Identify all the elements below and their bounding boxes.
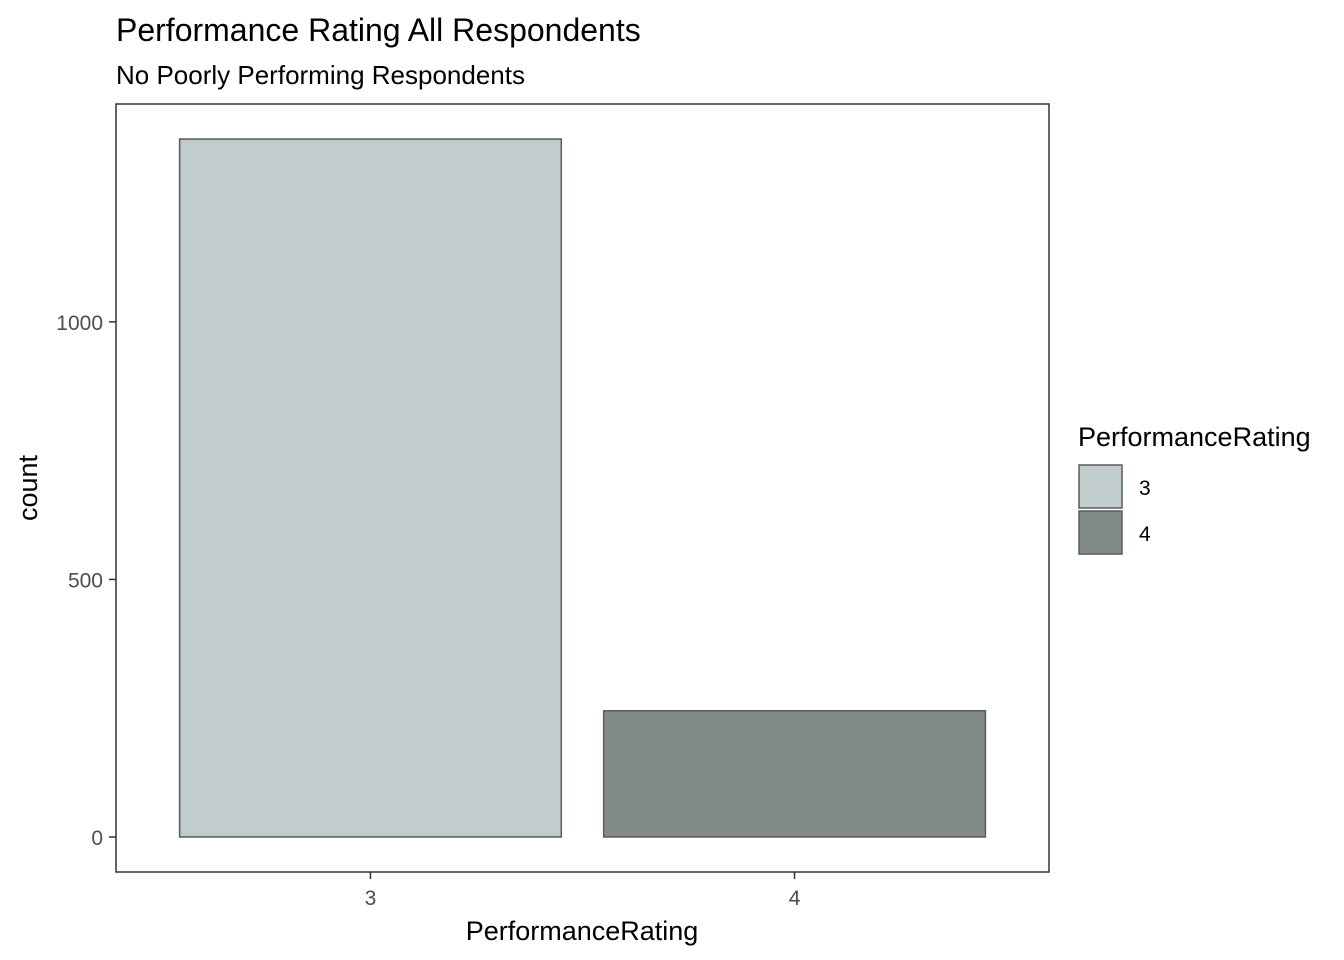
x-tick-label: 4 <box>789 887 801 910</box>
y-tick-label: 500 <box>68 569 103 592</box>
legend-key-3 <box>1078 464 1123 509</box>
y-tick-label: 0 <box>91 827 103 850</box>
legend-label-4: 4 <box>1139 523 1151 546</box>
legend-title: PerformanceRating <box>1078 422 1311 452</box>
y-axis: 0 500 1000 <box>56 312 116 850</box>
bar-4 <box>602 710 987 838</box>
legend-label-3: 3 <box>1139 477 1151 500</box>
y-axis-title: count <box>13 454 43 521</box>
chart-title: Performance Rating All Respondents <box>116 12 641 48</box>
legend: PerformanceRating 3 4 <box>1078 422 1311 555</box>
bars <box>178 138 987 838</box>
bar-3 <box>178 138 563 838</box>
y-tick-label: 1000 <box>56 312 103 335</box>
legend-key-4 <box>1078 510 1123 555</box>
x-tick-label: 3 <box>365 887 377 910</box>
x-axis-title: PerformanceRating <box>466 916 699 946</box>
chart-subtitle: No Poorly Performing Respondents <box>116 60 525 90</box>
